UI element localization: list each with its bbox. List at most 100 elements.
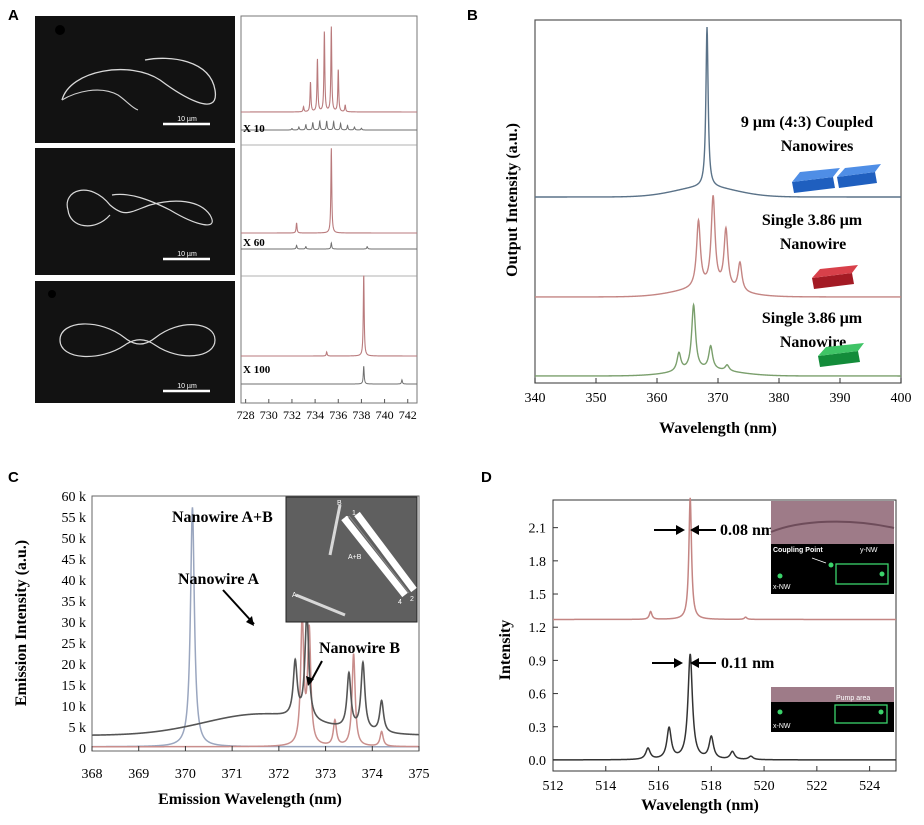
nanowire-sem-3 — [59, 323, 216, 357]
inset-label-1: 1 — [352, 510, 356, 517]
tick-label-d-y: 1.5 — [529, 588, 547, 603]
sem-image-3: 10 µm — [35, 281, 235, 403]
panel-c-x-ticks: 368 369 370 371 372 373 374 375 — [82, 746, 430, 782]
tick-label-c-y: 60 k — [62, 490, 87, 505]
inset-label-x-nw-upper: x-NW — [773, 584, 791, 591]
tick-label-c-y: 15 k — [62, 679, 87, 694]
spectrum-a-upper-3 — [241, 275, 417, 357]
series-label-single-green-line1: Single 3.86 μm — [762, 310, 863, 327]
inset-label-a: A — [292, 592, 297, 599]
tick-label-d-x: 514 — [595, 779, 616, 794]
subplot-label-x100: X 100 — [243, 364, 271, 376]
spectrum-d-2 — [553, 653, 896, 761]
tick-label-b: 370 — [708, 391, 729, 406]
sem-dust-spot — [55, 25, 65, 35]
tick-label-d-x: 512 — [543, 779, 564, 794]
panel-d-spectra — [553, 497, 896, 761]
scale-bar-label-1: 10 µm — [177, 116, 197, 123]
tick-label-c-y: 40 k — [62, 574, 87, 589]
annotation-nanowire-a-plus-b: Nanowire A+B — [172, 509, 273, 526]
panel-d-y-axis-title: Intensity — [497, 620, 514, 680]
tick-label-a: 728 — [237, 408, 255, 422]
panel-d-x-ticks: 512 514 516 518 520 522 524 — [543, 766, 880, 794]
tick-label-a: 732 — [283, 408, 301, 422]
panel-a-plot-frame — [240, 15, 418, 404]
spectrum-d-1 — [553, 497, 896, 621]
panel-c-x-axis-title: Emission Wavelength (nm) — [158, 791, 342, 808]
series-label-single-red-line1: Single 3.86 μm — [762, 212, 863, 229]
tick-label-c-y: 20 k — [62, 658, 87, 673]
panel-d-y-ticks: 0.0 0.3 0.6 0.9 1.2 1.5 1.8 2.1 — [529, 522, 558, 769]
spectrum-a-lower-1 — [241, 119, 417, 131]
fwhm-label-upper: 0.08 nm — [720, 522, 775, 539]
tick-label-c-x: 372 — [268, 767, 289, 782]
panel-d-inset-upper: Coupling Point y-NW x-NW — [770, 501, 895, 594]
blue-coupled-nanowire-icon — [792, 164, 881, 193]
tick-label-c-x: 373 — [315, 767, 336, 782]
nanowire-sem-1 — [61, 57, 216, 105]
fwhm-marker-upper: 0.08 nm — [654, 522, 775, 539]
spectrum-a-upper-1 — [241, 26, 417, 113]
tick-label-d-x: 520 — [754, 779, 775, 794]
subplot-label-x60: X 60 — [243, 237, 265, 249]
panel-b: 340 350 360 370 380 390 400 Wavelength (nm) Ou… — [504, 19, 912, 437]
panel-d-inset-lower: Pump area x-NW — [771, 687, 894, 732]
spectrum-a-upper-2 — [241, 148, 417, 234]
subplot-label-x10: X 10 — [243, 123, 265, 135]
panel-c-sem-inset: B 1 3 A+B A 4 2 — [285, 496, 418, 623]
panel-label-a: A — [8, 7, 19, 24]
tick-label-b: 390 — [830, 391, 851, 406]
series-label-coupled-line1: 9 μm (4:3) Coupled — [741, 114, 873, 131]
red-nanowire-icon — [812, 265, 858, 289]
panel-c-y-axis-title: Emission Intensity (a.u.) — [13, 540, 30, 706]
tick-label-c-y: 50 k — [62, 532, 87, 547]
annotation-nanowire-a: Nanowire A — [178, 571, 259, 588]
scale-bar-label-2: 10 µm — [177, 251, 197, 258]
spectrum-b-2 — [535, 195, 901, 298]
tick-label-d-x: 524 — [859, 779, 880, 794]
arrow-nanowire-a — [222, 589, 255, 625]
tick-label-c-y: 10 k — [62, 700, 87, 715]
tick-label-d-y: 0.3 — [529, 721, 547, 736]
tick-label-c-y: 45 k — [62, 553, 87, 568]
tick-label-b: 380 — [769, 391, 790, 406]
spectrum-b-3 — [535, 302, 901, 377]
panel-b-y-axis-title: Output Intensity (a.u.) — [504, 123, 521, 277]
tick-label-a: 738 — [352, 408, 370, 422]
tick-label-d-x: 518 — [701, 779, 722, 794]
sem-image-2: 10 µm — [35, 148, 235, 275]
tick-label-c-x: 371 — [222, 767, 243, 782]
scale-bar-label-3: 10 µm — [177, 383, 197, 390]
panel-label-d: D — [481, 469, 492, 486]
fwhm-label-lower: 0.11 nm — [721, 655, 775, 672]
tick-label-b: 340 — [525, 391, 546, 406]
inset-label-2: 2 — [410, 596, 414, 603]
panel-d: 512 514 516 518 520 522 524 0.0 0.3 0.6 0.9 1.2 1.5… — [497, 497, 897, 814]
spectrum-c-2 — [92, 612, 419, 748]
tick-label-c-y: 35 k — [62, 595, 87, 610]
inset-label-coupling-point: Coupling Point — [773, 547, 823, 554]
inset-label-pump-area: Pump area — [836, 695, 870, 702]
panel-b-x-axis-title: Wavelength (nm) — [659, 420, 777, 437]
spectrum-c-3 — [92, 612, 420, 736]
tick-label-a: 736 — [329, 408, 347, 422]
inset-label-y-nw: y-NW — [860, 547, 878, 554]
tick-label-d-y: 2.1 — [529, 522, 547, 537]
tick-label-c-x: 368 — [82, 767, 103, 782]
tick-label-c-y: 0 — [79, 742, 86, 757]
spectrum-b-1 — [535, 26, 901, 198]
tick-label-c-x: 375 — [409, 767, 430, 782]
panel-c: 368 369 370 371 372 373 374 375 0 5 k 10 k 15 k 20 … — [13, 490, 430, 808]
tick-label-a: 730 — [260, 408, 278, 422]
tick-label-b: 360 — [647, 391, 668, 406]
tick-label-c-x: 369 — [128, 767, 149, 782]
tick-label-c-y: 30 k — [62, 616, 87, 631]
tick-label-b: 400 — [891, 391, 912, 406]
series-label-single-red-line2: Nanowire — [780, 236, 846, 253]
tick-label-d-y: 0.9 — [529, 654, 547, 669]
panel-a-x-ticks: 728 730 732 734 736 738 740 742 — [237, 399, 417, 422]
inset-label-4: 4 — [398, 599, 402, 606]
inset-label-x-nw-lower: x-NW — [773, 723, 791, 730]
panel-label-c: C — [8, 469, 19, 486]
